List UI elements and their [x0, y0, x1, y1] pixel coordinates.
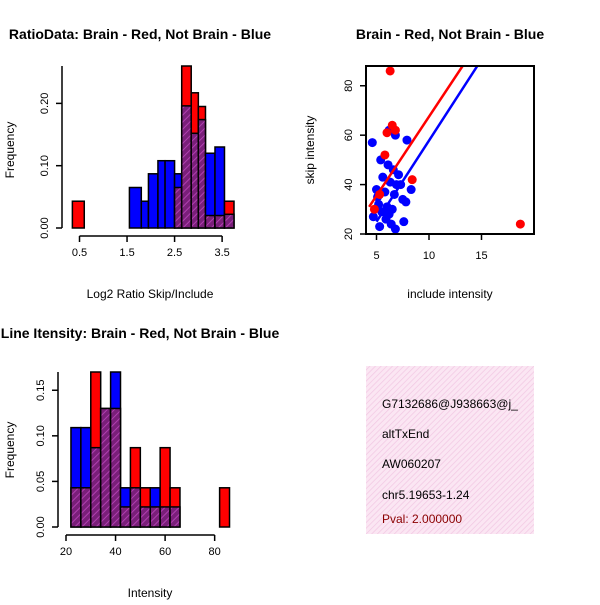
info-accession: AW060207 — [382, 457, 441, 471]
ratio-histogram-bar — [157, 159, 166, 229]
intensity-histogram-x-tick-label: 40 — [109, 546, 121, 558]
intensity-scatter-plot-area — [367, 66, 525, 234]
ratio-histogram-overlap-bar — [173, 186, 183, 229]
intensity-histogram-overlap-bar — [119, 506, 132, 528]
intensity-scatter-y-tick-label: 60 — [343, 129, 355, 141]
ratio-histogram-overlap-bar — [180, 105, 192, 229]
intensity-histogram: Line Itensity: Brain - Red, Not Brain - … — [1, 325, 280, 600]
intensity-histogram-title: Line Itensity: Brain - Red, Not Brain - … — [1, 325, 280, 341]
intensity-scatter-x-tick-label: 5 — [373, 250, 379, 262]
intensity-scatter-blue-point — [406, 185, 416, 195]
intensity-scatter-blue-point — [401, 197, 411, 207]
intensity-scatter-blue-fit-line — [375, 66, 479, 223]
ratio-histogram-bar — [147, 173, 159, 229]
intensity-histogram-y-tick-label: 0.05 — [35, 471, 47, 492]
intensity-histogram-overlap-bar — [80, 487, 92, 528]
ratio-histogram: RatioData: Brain - Red, Not Brain - Blue… — [3, 26, 271, 301]
ratio-histogram-y-tick-label: 0.00 — [39, 217, 51, 238]
ratio-histogram-bar — [140, 200, 150, 229]
intensity-histogram-y-tick-label: 0.10 — [35, 425, 47, 446]
info-event: altTxEnd — [382, 427, 429, 441]
ratio-histogram-x-tick-label: 0.5 — [72, 247, 87, 259]
intensity-scatter-blue-point — [399, 217, 409, 227]
ratio-histogram-bar — [164, 159, 176, 229]
intensity-scatter-blue-point — [394, 170, 404, 180]
ratio-histogram-ylabel: Frequency — [3, 122, 17, 179]
intensity-scatter-y-tick-label: 40 — [343, 178, 355, 190]
intensity-scatter-red-point — [382, 128, 392, 138]
intensity-histogram-overlap-bar — [70, 487, 82, 528]
intensity-scatter: Brain - Red, Not Brain - Blue include in… — [303, 26, 544, 301]
intensity-scatter-blue-point — [375, 222, 385, 232]
ratio-histogram-bar — [71, 200, 86, 229]
intensity-scatter-blue-point — [367, 138, 377, 148]
intensity-histogram-overlap-bar — [149, 506, 161, 528]
intensity-scatter-red-point — [387, 120, 397, 130]
intensity-scatter-blue-point — [368, 212, 378, 222]
ratio-histogram-y-tick-label: 0.10 — [39, 155, 51, 176]
intensity-histogram-overlap-bar — [90, 446, 102, 528]
ratio-histogram-overlap-bar — [197, 118, 207, 229]
ratio-histogram-x-tick-label: 1.5 — [119, 247, 134, 259]
intensity-scatter-y-tick-label: 20 — [343, 228, 355, 240]
intensity-histogram-overlap-bar — [159, 506, 171, 528]
intensity-histogram-y-tick-label: 0.15 — [35, 380, 47, 401]
intensity-scatter-red-point — [385, 66, 395, 76]
intensity-histogram-overlap-bar — [129, 487, 142, 528]
info-panel-background — [366, 366, 534, 534]
intensity-scatter-frame — [365, 65, 535, 235]
ratio-histogram-y-tick-label: 0.20 — [39, 93, 51, 114]
intensity-histogram-overlap-bar — [139, 506, 151, 528]
ratio-histogram-bar — [128, 186, 143, 229]
info-panel: G7132686@J938663@j_ altTxEnd AW060207 ch… — [366, 366, 534, 534]
info-pval: Pval: 2.000000 — [382, 512, 462, 526]
intensity-histogram-x-tick-label: 80 — [209, 546, 221, 558]
info-id: G7132686@J938663@j_ — [382, 397, 518, 411]
intensity-scatter-title: Brain - Red, Not Brain - Blue — [356, 26, 544, 42]
info-location: chr5.19653-1.24 — [382, 488, 470, 502]
intensity-scatter-red-point — [380, 150, 390, 160]
intensity-scatter-red-fit-line — [368, 66, 464, 208]
intensity-histogram-overlap-bar — [99, 407, 112, 528]
ratio-histogram-overlap-bar — [214, 214, 226, 229]
intensity-histogram-overlap-bar — [109, 407, 122, 528]
intensity-scatter-blue-point — [378, 172, 388, 182]
intensity-scatter-blue-point — [390, 224, 400, 234]
ratio-histogram-overlap-bar — [223, 213, 235, 229]
intensity-scatter-red-point — [407, 175, 417, 185]
intensity-scatter-blue-point — [402, 135, 412, 145]
intensity-scatter-xlabel: include intensity — [407, 287, 492, 301]
intensity-scatter-y-tick-label: 80 — [343, 80, 355, 92]
intensity-histogram-ylabel: Frequency — [3, 422, 17, 479]
ratio-histogram-x-tick-label: 3.5 — [214, 247, 229, 259]
intensity-histogram-bar — [218, 487, 231, 528]
ratio-histogram-title: RatioData: Brain - Red, Not Brain - Blue — [9, 26, 271, 42]
intensity-histogram-x-tick-label: 60 — [159, 546, 171, 558]
intensity-histogram-y-tick-label: 0.00 — [35, 516, 47, 537]
intensity-scatter-x-tick-label: 10 — [423, 250, 435, 262]
intensity-histogram-overlap-bar — [169, 506, 181, 528]
intensity-histogram-x-tick-label: 20 — [60, 546, 72, 558]
intensity-scatter-x-tick-label: 15 — [475, 250, 487, 262]
intensity-scatter-ylabel: skip intensity — [303, 116, 317, 185]
intensity-scatter-red-point — [515, 219, 525, 229]
ratio-histogram-overlap-bar — [190, 132, 200, 229]
intensity-scatter-red-point — [369, 204, 379, 214]
ratio-histogram-overlap-bar — [204, 214, 216, 229]
ratio-histogram-xlabel: Log2 Ratio Skip/Include — [87, 287, 214, 301]
intensity-histogram-xlabel: Intensity — [128, 586, 173, 600]
ratio-histogram-x-tick-label: 2.5 — [167, 247, 182, 259]
